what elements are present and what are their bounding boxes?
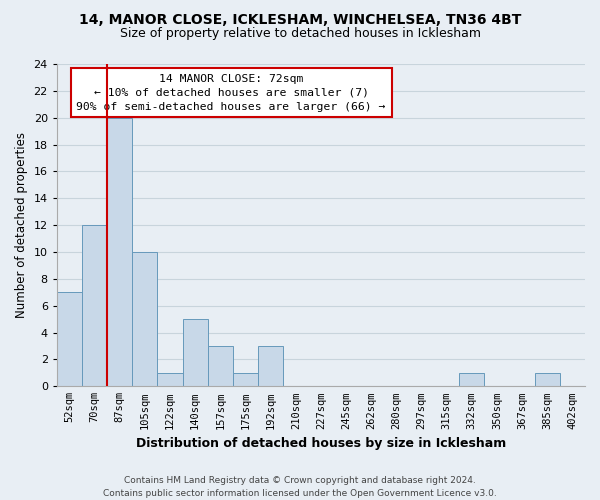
Bar <box>208 346 233 387</box>
Y-axis label: Number of detached properties: Number of detached properties <box>15 132 28 318</box>
Bar <box>182 319 208 386</box>
Bar <box>107 118 132 386</box>
Bar <box>132 252 157 386</box>
Text: Contains HM Land Registry data © Crown copyright and database right 2024.
Contai: Contains HM Land Registry data © Crown c… <box>103 476 497 498</box>
Bar <box>258 346 283 387</box>
Bar <box>233 373 258 386</box>
Text: 14, MANOR CLOSE, ICKLESHAM, WINCHELSEA, TN36 4BT: 14, MANOR CLOSE, ICKLESHAM, WINCHELSEA, … <box>79 12 521 26</box>
Bar <box>535 373 560 386</box>
Text: Size of property relative to detached houses in Icklesham: Size of property relative to detached ho… <box>119 28 481 40</box>
Bar <box>82 225 107 386</box>
Text: 14 MANOR CLOSE: 72sqm
← 10% of detached houses are smaller (7)
90% of semi-detac: 14 MANOR CLOSE: 72sqm ← 10% of detached … <box>76 74 386 112</box>
X-axis label: Distribution of detached houses by size in Icklesham: Distribution of detached houses by size … <box>136 437 506 450</box>
Bar <box>459 373 484 386</box>
Bar <box>57 292 82 386</box>
Bar <box>157 373 182 386</box>
